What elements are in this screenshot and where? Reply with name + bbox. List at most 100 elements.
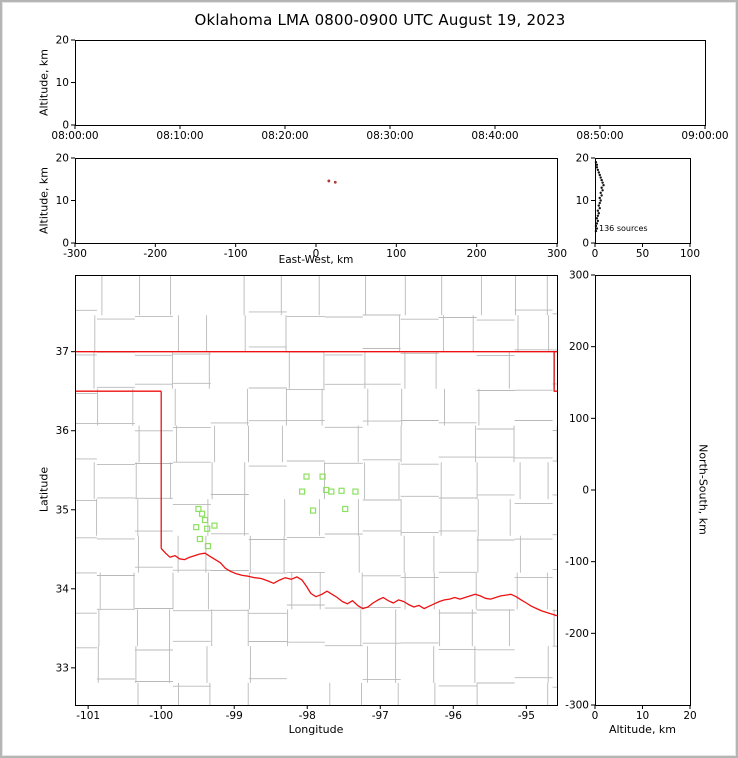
- svg-text:-100: -100: [149, 710, 173, 722]
- svg-text:36: 36: [56, 425, 70, 437]
- svg-text:20: 20: [56, 35, 69, 47]
- missouri-corner: [553, 351, 557, 392]
- profile-point: [597, 171, 600, 174]
- ns-panel-xlabel: Altitude, km: [608, 723, 677, 736]
- flash-marker: [193, 524, 200, 531]
- svg-text:08:50:00: 08:50:00: [576, 130, 623, 142]
- profile-panel-xticks: 0 50 100: [592, 243, 700, 260]
- svg-text:300: 300: [547, 248, 567, 260]
- svg-text:0: 0: [582, 238, 589, 250]
- flash-marker: [201, 516, 209, 524]
- svg-text:33: 33: [56, 662, 69, 674]
- profile-point: [595, 166, 599, 169]
- profile-point: [597, 212, 600, 215]
- svg-text:-200: -200: [143, 248, 167, 260]
- svg-text:09:00:00: 09:00:00: [681, 130, 728, 142]
- profile-point: [595, 227, 599, 230]
- flash-marker: [342, 505, 349, 513]
- svg-text:-300: -300: [63, 248, 87, 260]
- map-xlabel: Longitude: [288, 723, 344, 736]
- svg-text:100: 100: [680, 248, 700, 260]
- svg-text:-300: -300: [565, 700, 589, 712]
- svg-text:0: 0: [62, 238, 69, 250]
- time-panel-xticks: 08:00:00 08:10:00 08:20:00 08:30:00 08:40:00…: [51, 125, 729, 142]
- profile-point: [600, 186, 603, 189]
- map-ylabel: Latitude: [37, 466, 51, 513]
- profile-point: [601, 189, 604, 192]
- profile-point: [601, 181, 604, 184]
- svg-text:08:00:00: 08:00:00: [51, 130, 98, 142]
- profile-point: [595, 163, 599, 166]
- ew-panel-yticks: 0 10 20: [56, 153, 75, 250]
- svg-text:-96: -96: [445, 710, 462, 722]
- svg-text:20: 20: [576, 153, 589, 165]
- ew-height-panel: [75, 158, 558, 244]
- time-panel-yticks: 0 10 20: [56, 35, 75, 132]
- profile-point: [597, 204, 600, 207]
- time-height-panel: [75, 40, 706, 126]
- flash-marker: [211, 522, 218, 529]
- svg-text:-99: -99: [226, 710, 243, 722]
- flash-marker: [195, 505, 202, 513]
- svg-text:10: 10: [636, 710, 649, 722]
- time-panel-ylabel: Altitude, km: [37, 48, 51, 117]
- ew-panel-ylabel: Altitude, km: [37, 166, 51, 235]
- svg-text:50: 50: [636, 248, 649, 260]
- sources-count-annotation: 136 sources: [599, 224, 648, 233]
- flash-marker: [328, 488, 335, 495]
- profile-point: [596, 168, 600, 172]
- ns-height-panel: [595, 275, 691, 706]
- flash-marker: [196, 535, 203, 543]
- county-lines: [75, 275, 557, 705]
- profile-points: [594, 161, 605, 233]
- profile-point: [596, 219, 600, 223]
- profile-point: [599, 176, 602, 179]
- svg-text:100: 100: [569, 413, 589, 425]
- svg-text:0: 0: [592, 248, 599, 260]
- svg-text:34: 34: [56, 583, 70, 595]
- ns-panel-yticks: 300 200 100 0 -100 -200 -300: [565, 270, 595, 712]
- flash-marker: [319, 473, 326, 480]
- flash-marker: [198, 510, 206, 517]
- profile-point: [595, 217, 599, 220]
- svg-text:300: 300: [569, 270, 589, 282]
- svg-text:0: 0: [582, 485, 589, 497]
- svg-text:08:40:00: 08:40:00: [471, 130, 518, 142]
- svg-text:08:30:00: 08:30:00: [366, 130, 413, 142]
- profile-panel-yticks: 0 10 20: [576, 153, 595, 250]
- map-panel: [75, 275, 558, 706]
- profile-point: [598, 201, 601, 205]
- svg-text:20: 20: [683, 710, 696, 722]
- source-point: [333, 180, 337, 184]
- profile-point: [596, 214, 600, 217]
- svg-text:-101: -101: [76, 710, 100, 722]
- flash-marker: [303, 473, 310, 480]
- svg-text:200: 200: [569, 341, 589, 353]
- svg-text:-95: -95: [518, 710, 535, 722]
- svg-text:0: 0: [313, 248, 320, 260]
- ew-panel-points: [327, 179, 337, 184]
- svg-text:10: 10: [56, 195, 69, 207]
- red-river-south-border: [160, 548, 557, 617]
- flash-marker: [299, 488, 306, 495]
- svg-text:-100: -100: [224, 248, 248, 260]
- profile-point: [598, 196, 601, 200]
- profile-point: [600, 178, 603, 182]
- profile-point: [602, 184, 605, 187]
- svg-text:200: 200: [467, 248, 487, 260]
- figure-title: Oklahoma LMA 0800-0900 UTC August 19, 20…: [194, 11, 566, 29]
- svg-text:08:10:00: 08:10:00: [156, 130, 203, 142]
- source-point: [327, 179, 331, 183]
- profile-point: [599, 191, 602, 195]
- svg-text:-100: -100: [565, 556, 589, 568]
- svg-text:-97: -97: [372, 710, 389, 722]
- ew-panel-xlabel: East-West, km: [278, 254, 354, 266]
- flash-markers: [193, 473, 359, 550]
- flash-marker: [309, 507, 317, 514]
- flash-marker: [204, 525, 211, 532]
- flash-marker: [204, 543, 212, 550]
- svg-text:0: 0: [592, 710, 599, 722]
- svg-text:08:20:00: 08:20:00: [261, 130, 308, 142]
